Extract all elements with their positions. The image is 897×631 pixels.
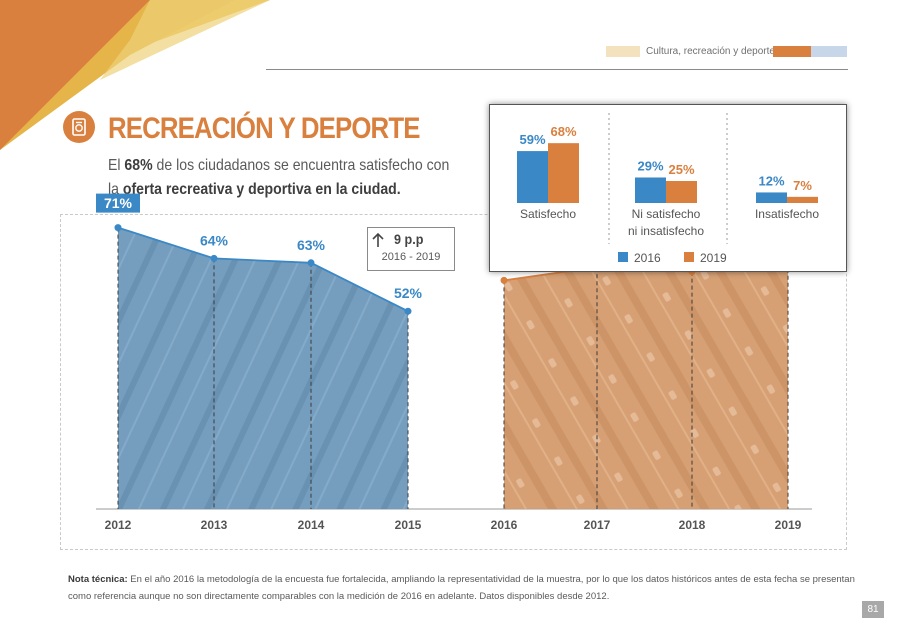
subtitle-line-2: la oferta recreativa y deportiva en la c… [108, 178, 449, 202]
x-tick-2012: 2012 [105, 518, 132, 532]
x-tick-2019: 2019 [775, 518, 802, 532]
page-title: RECREACIÓN Y DEPORTE [108, 112, 420, 145]
arrow-up-icon [372, 232, 384, 247]
data-label-2014: 63% [297, 237, 326, 253]
subtitle: El 68% de los ciudadanos se encuentra sa… [108, 154, 449, 202]
change-value: 9 p.p [394, 231, 424, 247]
x-tick-2015: 2015 [395, 518, 422, 532]
data-point-2015 [404, 307, 412, 315]
series-area-tint-2016-2019 [504, 240, 788, 510]
x-tick-2017: 2017 [584, 518, 611, 532]
subtitle-text: El [108, 157, 125, 174]
data-label-2015: 52% [394, 285, 423, 301]
bar-2016-2 [756, 192, 787, 203]
bar-label-2016-0: 59% [519, 132, 545, 147]
legend-swatch-2019 [684, 252, 694, 262]
bar-2016-1 [635, 177, 666, 203]
bar-2019-2 [787, 196, 818, 203]
bar-label-2019-0: 68% [550, 124, 576, 139]
data-label-badge-2012 [96, 193, 140, 213]
category-label-1: Ni satisfecho [632, 207, 701, 221]
bar-2019-0 [548, 143, 579, 203]
section-label: Cultura, recreación y deporte [646, 46, 775, 57]
subtitle-text: de los ciudadanos se encuentra satisfech… [152, 157, 450, 174]
legend-swatch-2016 [618, 252, 628, 262]
subtitle-highlight: oferta recreativa y deportiva en la ciud… [122, 181, 401, 198]
header-swatch-orange [773, 46, 811, 57]
category-label-2: Insatisfecho [755, 207, 819, 221]
header-swatch-blue [811, 46, 847, 57]
corner-decoration [0, 0, 270, 150]
x-tick-2018: 2018 [679, 518, 706, 532]
note-text: En el año 2016 la metodología de la encu… [68, 574, 855, 602]
x-tick-2013: 2013 [201, 518, 228, 532]
page-number: 81 [862, 601, 884, 618]
data-label-2012: 71% [104, 195, 133, 211]
legend-label-2019: 2019 [700, 251, 727, 265]
technical-note: Nota técnica: En el año 2016 la metodolo… [68, 571, 858, 605]
legend-label-2016: 2016 [634, 251, 661, 265]
series-line-2012-2015 [117, 226, 409, 313]
category-label-1: ni insatisfecho [628, 224, 704, 238]
chart-frame [60, 214, 847, 550]
series-area-2016-2019 [504, 240, 788, 510]
series-area-2012-2015 [118, 227, 408, 509]
data-point-2014 [307, 259, 315, 267]
bar-2016-0 [517, 151, 548, 203]
data-label-2013: 64% [200, 232, 229, 248]
note-label: Nota técnica: [68, 574, 128, 585]
subtitle-text: la [108, 181, 123, 198]
bar-2019-1 [666, 181, 697, 203]
subtitle-line-1: El 68% de los ciudadanos se encuentra sa… [108, 154, 449, 178]
x-tick-2016: 2016 [491, 518, 518, 532]
bar-label-2016-1: 29% [637, 158, 663, 173]
series-area-tint-2012-2015 [118, 227, 408, 509]
category-label-0: Satisfecho [520, 207, 576, 221]
change-box: 9 p.p 2016 - 2019 [367, 227, 455, 271]
data-point-2012 [114, 224, 122, 232]
data-point-2016 [500, 276, 508, 284]
subtitle-highlight: 68% [124, 157, 153, 174]
data-point-2013 [210, 254, 218, 262]
bar-label-2016-2: 12% [758, 173, 784, 188]
bar-label-2019-1: 25% [668, 162, 694, 177]
header-swatch-cream [606, 46, 640, 57]
header-divider [266, 69, 848, 70]
sports-icon [63, 111, 95, 143]
bar-label-2019-2: 7% [793, 178, 812, 193]
change-range: 2016 - 2019 [381, 251, 441, 263]
x-tick-2014: 2014 [298, 518, 325, 532]
